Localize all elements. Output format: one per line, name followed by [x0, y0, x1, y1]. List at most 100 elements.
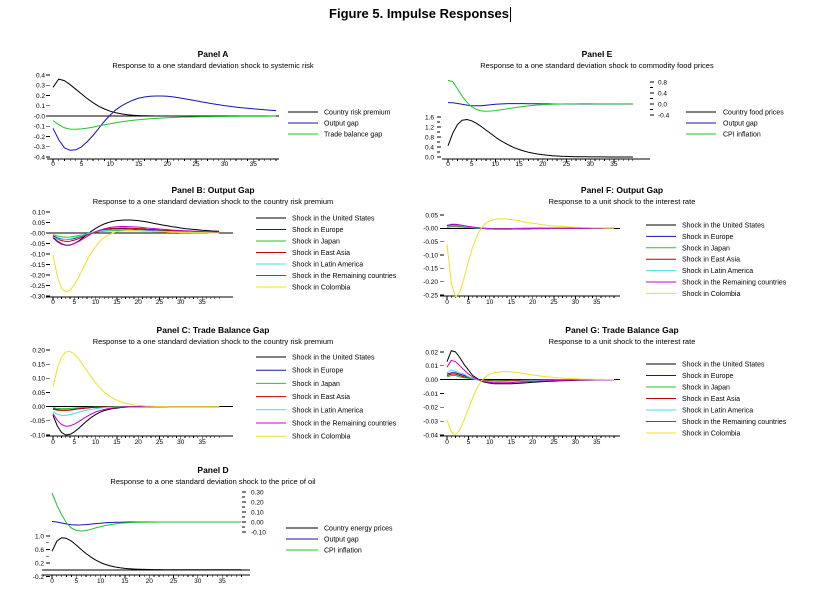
panel-E-legend-label: Country food prices — [723, 110, 784, 117]
panel-G-legend-label: Shock in Europe — [682, 373, 733, 380]
panel-A-subtitle: Response to a one standard deviation sho… — [112, 61, 314, 70]
panel-E-x-tick-label: 5 — [470, 161, 474, 168]
panel-C-x-tick-label: 20 — [135, 439, 143, 446]
panel-B-x-tick-label: 0 — [51, 299, 55, 306]
panel-E: Panel E Response to a one standard deviat… — [425, 49, 784, 168]
panel-B-title: Panel B: Output Gap — [171, 185, 254, 195]
panel-B-series-shock-in-the-remaining-countries — [52, 226, 220, 246]
panel-A-legend-label: Trade balance gap — [324, 132, 382, 139]
panel-C: Panel C: Trade Balance Gap Response to a … — [30, 325, 397, 446]
panel-D-x-tick-label: 35 — [218, 578, 226, 585]
panel-F-left-y-tick-label: -0.15 — [423, 266, 438, 273]
panel-F-legend-label: Shock in Europe — [682, 234, 733, 241]
panel-C-legend-label: Shock in East Asia — [292, 394, 350, 401]
panel-G-left-y-tick-label: -0.03 — [423, 418, 438, 425]
panel-F-x-tick-label: 15 — [508, 299, 516, 306]
panel-B-x-tick-label: 5 — [72, 299, 76, 306]
panel-E-left-y-tick-label: 1.6 — [425, 114, 434, 121]
panel-D-series-cpi-inflation — [51, 492, 242, 532]
panel-G-subtitle: Response to a unit shock to the interest… — [549, 337, 696, 346]
panel-C-legend-label: Shock in the United States — [292, 355, 375, 362]
panel-F-series-shock-in-colombia — [446, 218, 614, 298]
panel-B-left-y-tick-label: -0.05 — [30, 241, 45, 248]
panel-C-series-shock-in-the-united-states — [52, 406, 220, 436]
panel-C-legend-label: Shock in the Remaining countries — [292, 421, 397, 428]
panel-C-legend-label: Shock in Colombia — [292, 434, 350, 441]
panel-G-x-tick-label: 30 — [572, 439, 580, 446]
panel-D-subtitle: Response to a one standard deviation sho… — [110, 477, 315, 486]
panel-B-x-tick-label: 35 — [198, 299, 206, 306]
panel-C-left-y-tick-label: 0.20 — [32, 347, 45, 354]
panel-F-subtitle: Response to a unit shock to the interest… — [549, 197, 696, 206]
panel-C-x-tick-label: 15 — [113, 439, 121, 446]
panel-F-x-tick-label: 35 — [593, 299, 601, 306]
panel-B-legend-label: Shock in Latin America — [292, 262, 363, 269]
panel-E-series-cpi-inflation — [447, 79, 633, 112]
panel-E-x-tick-label: 20 — [539, 161, 547, 168]
panel-G-legend-label: Shock in Colombia — [682, 431, 740, 438]
panel-A-left-y-tick-label: 0.2 — [36, 93, 45, 100]
panel-B-legend-label: Shock in the United States — [292, 216, 375, 223]
panel-B-left-y-tick-label: -0.30 — [30, 293, 45, 300]
panel-D-x-tick-label: 20 — [146, 578, 154, 585]
panel-F-legend-label: Shock in Latin America — [682, 268, 753, 275]
panel-F: Panel F: Output Gap Response to a unit sh… — [423, 185, 787, 306]
panel-C-x-tick-label: 35 — [198, 439, 206, 446]
panel-G-left-y-tick-label: 0.01 — [425, 363, 438, 370]
panel-G-left-y-tick-label: 0.00 — [425, 377, 438, 384]
panel-D-right-y-tick-label: 0.20 — [251, 499, 264, 506]
panel-D-x-tick-label: 15 — [121, 578, 129, 585]
panel-G-x-tick-label: 35 — [593, 439, 601, 446]
panel-G-left-y-tick-label: -0.04 — [423, 432, 438, 439]
panel-D-right-y-tick-label: 0.30 — [251, 489, 264, 496]
panel-A-series-trade-balance-gap — [52, 115, 277, 130]
panel-A-left-y-tick-label: 0.1 — [36, 103, 45, 110]
panel-E-legend-label: CPI inflation — [723, 132, 761, 139]
panel-B-series-shock-in-the-united-states — [52, 219, 220, 246]
panel-F-legend-label: Shock in East Asia — [682, 257, 740, 264]
panel-E-x-tick-label: 25 — [563, 161, 571, 168]
panel-A-legend-label: Country risk premium — [324, 110, 391, 117]
panel-B-legend-label: Shock in Europe — [292, 227, 343, 234]
figure-title[interactable]: Figure 5. Impulse Responses — [0, 6, 840, 23]
panel-D-legend-label: Output gap — [324, 537, 359, 544]
panel-D: Panel D Response to a one standard deviat… — [33, 465, 393, 585]
panel-B-left-y-tick-label: 0.10 — [32, 209, 45, 216]
panel-A-left-y-tick-label: 0.4 — [36, 72, 45, 79]
panel-G-x-tick-label: 25 — [550, 439, 558, 446]
panel-G-x-tick-label: 15 — [508, 439, 516, 446]
panel-G-legend-label: Shock in the Remaining countries — [682, 419, 787, 426]
panel-G-legend-label: Shock in Japan — [682, 385, 730, 392]
panel-G-title: Panel G: Trade Balance Gap — [565, 325, 678, 335]
panel-B-x-tick-label: 15 — [113, 299, 121, 306]
panel-F-series-shock-in-the-remaining-countries — [446, 223, 614, 230]
panel-B-series-shock-in-latin-america — [52, 229, 220, 240]
panel-C-left-y-tick-label: -0.10 — [30, 432, 45, 439]
panel-E-x-tick-label: 35 — [610, 161, 618, 168]
panel-A-left-y-tick-label: -0.1 — [34, 124, 46, 131]
panel-C-left-y-tick-label: -0.05 — [30, 418, 45, 425]
panel-G-series-shock-in-colombia — [446, 371, 614, 436]
panel-D-x-tick-label: 30 — [194, 578, 202, 585]
panel-F-left-y-tick-label: -0.25 — [423, 292, 438, 299]
panel-A-left-y-tick-label: -0.4 — [34, 154, 46, 161]
panel-C-left-y-tick-label: 0.05 — [32, 390, 45, 397]
panel-G-left-y-tick-label: -0.01 — [423, 391, 438, 398]
panel-E-right-y-tick-label: 0.0 — [658, 101, 667, 108]
panel-B-x-tick-label: 20 — [135, 299, 143, 306]
panel-E-left-y-tick-label: 0.8 — [425, 134, 434, 141]
panel-A-series-output-gap — [52, 95, 277, 151]
panel-B-legend-label: Shock in East Asia — [292, 250, 350, 257]
panel-C-subtitle: Response to a one standard deviation sho… — [93, 337, 334, 346]
panel-A-left-y-tick-label: -0.0 — [34, 113, 46, 120]
panel-D-series-country-energy-prices — [51, 537, 242, 571]
panel-F-x-tick-label: 20 — [529, 299, 537, 306]
panel-D-legend-label: Country energy prices — [324, 526, 393, 533]
panel-C-x-tick-label: 0 — [51, 439, 55, 446]
panel-B-legend-label: Shock in Japan — [292, 239, 340, 246]
panel-G-left-y-tick-label: -0.02 — [423, 405, 438, 412]
panel-E-left-y-tick-label: 0.4 — [425, 144, 434, 151]
panel-D-x-tick-label: 0 — [50, 578, 54, 585]
